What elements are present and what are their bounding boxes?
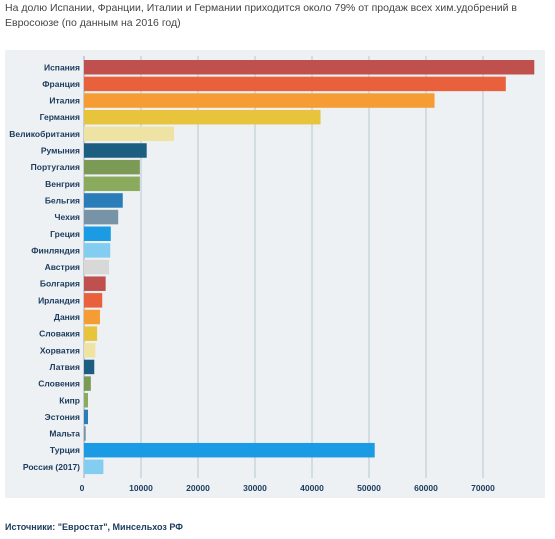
x-tick-label: 60000 xyxy=(414,483,438,493)
category-labels: Испания Франция Италия Германия Великобритан… xyxy=(9,62,80,472)
bar xyxy=(84,143,147,158)
bar xyxy=(84,442,375,458)
bar xyxy=(84,293,103,308)
bar xyxy=(84,93,435,108)
category-label: Германия xyxy=(40,112,80,122)
bar-chart: Испания Франция Италия Германия Великобритан… xyxy=(9,56,535,493)
category-label: Кипр xyxy=(59,395,80,405)
bar xyxy=(84,409,88,425)
category-label: Великобритания xyxy=(9,129,80,139)
category-label: Испания xyxy=(44,62,80,72)
bar xyxy=(84,126,175,142)
category-label: Словения xyxy=(38,379,80,389)
gridlines xyxy=(83,56,484,478)
chart-panel: Испания Франция Италия Германия Великобритан… xyxy=(5,50,545,498)
category-label: Турция xyxy=(50,445,80,455)
x-tick-label: 40000 xyxy=(300,483,324,493)
bar xyxy=(84,259,110,275)
x-tick-label: 10000 xyxy=(129,483,153,493)
bar xyxy=(84,243,111,258)
bars xyxy=(84,60,535,475)
category-label: Эстония xyxy=(45,412,80,422)
bar xyxy=(84,193,123,208)
source-note: Источники: "Евростат", Минсельхоз РФ xyxy=(5,522,183,532)
x-tick-label: 0 xyxy=(80,483,85,493)
bar xyxy=(84,359,95,375)
x-tick-label: 70000 xyxy=(471,483,495,493)
bar xyxy=(84,276,106,291)
x-tick-label: 20000 xyxy=(186,483,210,493)
category-label: Дания xyxy=(54,312,80,322)
category-label: Португалия xyxy=(31,162,80,172)
x-tick-label: 30000 xyxy=(243,483,267,493)
category-label: Венгрия xyxy=(45,179,80,189)
category-label: Болгария xyxy=(40,279,80,289)
category-label: Италия xyxy=(49,96,80,106)
chart-caption: На долю Испании, Франции, Италии и Герма… xyxy=(5,2,517,29)
bar xyxy=(84,109,321,125)
bar xyxy=(84,209,119,225)
category-label: Австрия xyxy=(45,262,80,272)
category-label: Франция xyxy=(42,79,80,89)
bar xyxy=(84,309,100,325)
bar xyxy=(84,76,506,92)
bar xyxy=(84,60,535,75)
bar xyxy=(84,159,140,175)
x-tick-label: 50000 xyxy=(357,483,381,493)
bar xyxy=(84,176,140,192)
category-label: Мальта xyxy=(49,429,80,439)
bar xyxy=(84,326,98,341)
bar xyxy=(84,376,91,391)
bar xyxy=(84,343,96,358)
x-axis-ticks: 0 10000 20000 30000 40000 50000 60000 70000 xyxy=(80,483,495,493)
category-label: Словакия xyxy=(39,329,80,339)
bar xyxy=(84,393,88,408)
category-label: Чехия xyxy=(55,212,81,222)
category-label: Финляндия xyxy=(31,245,80,255)
bar xyxy=(84,226,111,241)
bar xyxy=(84,426,86,441)
category-label: Ирландия xyxy=(38,295,80,305)
category-label: Хорватия xyxy=(40,345,80,355)
category-label: Греция xyxy=(50,229,80,239)
category-label: Латвия xyxy=(50,362,81,372)
category-label: Россия (2017) xyxy=(23,462,80,472)
category-label: Бельгия xyxy=(45,195,80,205)
category-label: Румыния xyxy=(41,146,80,156)
bar xyxy=(84,459,104,475)
